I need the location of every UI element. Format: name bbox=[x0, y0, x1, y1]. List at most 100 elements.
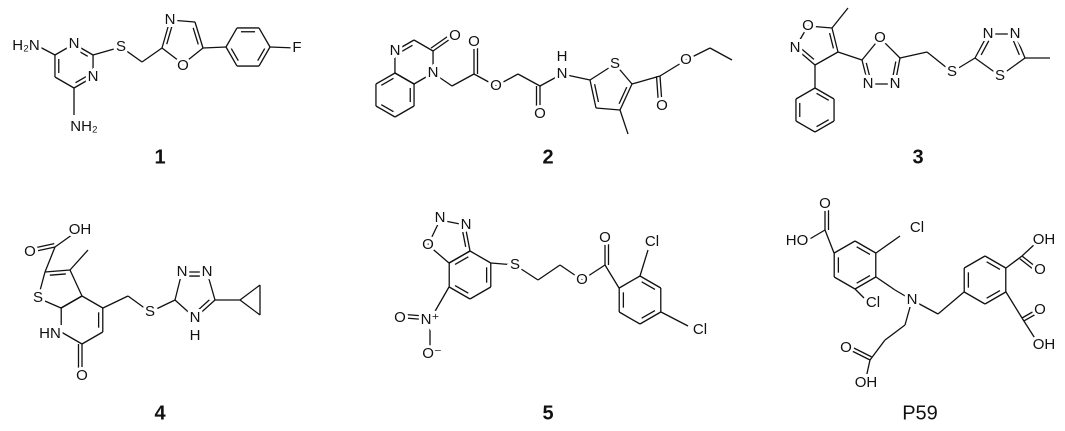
atom-label: N bbox=[177, 263, 188, 280]
bond bbox=[795, 87, 816, 100]
bond bbox=[196, 299, 210, 312]
compound-label: 1 bbox=[154, 146, 165, 168]
atom-label: O bbox=[177, 57, 189, 74]
bond bbox=[404, 317, 431, 321]
bond bbox=[619, 83, 633, 111]
bond bbox=[814, 120, 835, 133]
bond bbox=[194, 299, 216, 319]
bond bbox=[161, 19, 171, 49]
bond bbox=[399, 44, 413, 53]
bond bbox=[951, 57, 976, 73]
atom-label: O bbox=[1034, 301, 1046, 318]
bond bbox=[639, 311, 662, 325]
atom-label: HN bbox=[39, 325, 61, 342]
atom-label: Cl bbox=[693, 321, 707, 338]
bond bbox=[894, 289, 913, 301]
bond bbox=[454, 284, 469, 294]
bond bbox=[413, 39, 434, 52]
bond bbox=[833, 276, 856, 290]
atom-label: S bbox=[947, 63, 957, 80]
compound-label: 2 bbox=[542, 146, 553, 168]
bond bbox=[618, 275, 641, 289]
bond bbox=[92, 46, 122, 56]
bond bbox=[824, 229, 835, 254]
bond bbox=[380, 77, 394, 86]
bond bbox=[807, 229, 826, 241]
bond bbox=[614, 63, 633, 85]
bond bbox=[911, 299, 939, 315]
bond bbox=[454, 256, 469, 266]
bond bbox=[865, 62, 871, 79]
bond bbox=[49, 273, 66, 276]
bond bbox=[816, 92, 830, 101]
compound-label: 5 bbox=[542, 402, 553, 424]
bond bbox=[473, 73, 497, 87]
bond bbox=[963, 255, 986, 269]
bond bbox=[448, 286, 471, 300]
bond bbox=[54, 231, 77, 248]
bond bbox=[618, 311, 641, 325]
bond bbox=[73, 43, 94, 56]
bond bbox=[1012, 39, 1020, 56]
atom-label: S bbox=[116, 38, 126, 55]
atom-label: O bbox=[449, 27, 461, 44]
bond bbox=[984, 291, 1007, 305]
bond bbox=[831, 27, 839, 53]
bond bbox=[413, 72, 434, 85]
bond bbox=[451, 73, 475, 87]
bond bbox=[875, 276, 896, 291]
atom-label: N bbox=[69, 35, 80, 52]
bond bbox=[861, 37, 881, 61]
atom-label: N bbox=[428, 64, 439, 81]
bond bbox=[1021, 317, 1037, 341]
bond bbox=[1021, 255, 1037, 268]
bond bbox=[831, 7, 849, 29]
bond bbox=[1021, 309, 1037, 319]
bond bbox=[194, 21, 204, 49]
bond bbox=[461, 230, 467, 248]
bond bbox=[429, 286, 450, 321]
bond bbox=[102, 295, 129, 309]
bond bbox=[394, 105, 415, 118]
atom-label: OH bbox=[1033, 336, 1056, 353]
bond bbox=[595, 107, 621, 111]
bond bbox=[559, 264, 583, 281]
bond bbox=[81, 331, 104, 345]
bond bbox=[514, 264, 539, 281]
bond bbox=[469, 250, 492, 264]
bond bbox=[1021, 242, 1037, 257]
atom-label: H bbox=[190, 327, 201, 344]
atom-label: O⁻ bbox=[422, 345, 442, 362]
atom-label: N bbox=[1010, 25, 1021, 42]
bond bbox=[937, 291, 965, 315]
atom-label: O bbox=[599, 229, 611, 246]
bond bbox=[120, 46, 143, 63]
bond bbox=[581, 264, 606, 281]
bond bbox=[926, 51, 953, 73]
bond bbox=[639, 275, 662, 289]
atom-label: O bbox=[840, 339, 852, 356]
bond bbox=[814, 51, 839, 66]
bond bbox=[69, 249, 89, 271]
atom-label: O bbox=[422, 236, 434, 253]
bond bbox=[884, 324, 906, 341]
bond bbox=[986, 289, 1001, 299]
bond bbox=[619, 109, 629, 135]
atom-label: H bbox=[557, 48, 568, 65]
bond bbox=[31, 242, 55, 250]
bond bbox=[974, 57, 1001, 77]
atom-label: S bbox=[995, 67, 1005, 84]
atom-label: O bbox=[576, 271, 588, 288]
bond bbox=[257, 48, 266, 62]
bond bbox=[561, 73, 591, 81]
bond bbox=[230, 48, 239, 62]
bond bbox=[149, 299, 176, 313]
bond bbox=[432, 36, 454, 52]
bond bbox=[865, 359, 871, 379]
bond bbox=[849, 349, 871, 361]
atom-label: HO bbox=[786, 232, 809, 249]
atom-label: N bbox=[557, 65, 568, 82]
